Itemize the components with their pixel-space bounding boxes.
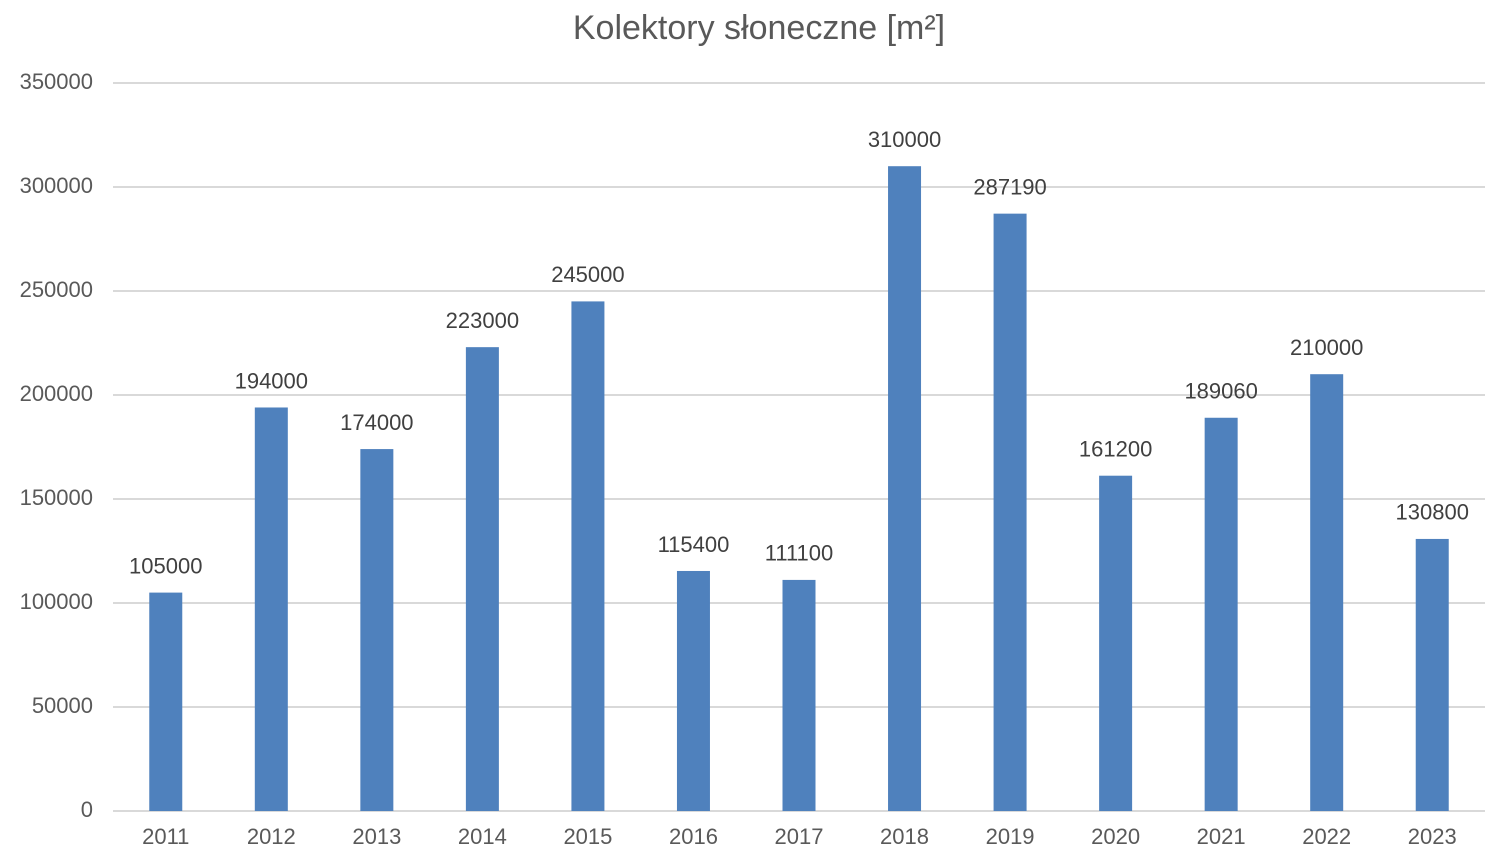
x-tick-label: 2011 [142,824,189,849]
data-label: 115400 [658,532,730,557]
data-label: 245000 [551,262,624,287]
x-tick-label: 2021 [1197,824,1246,849]
x-tick-label: 2015 [563,824,612,849]
bar [676,570,710,811]
y-tick-label: 350000 [20,69,93,94]
chart-title: Kolektory słoneczne [m²] [573,9,945,47]
y-tick-label: 250000 [20,277,93,302]
x-tick-label: 2012 [247,824,296,849]
bar [1204,417,1238,811]
x-tick-label: 2016 [669,824,718,849]
y-tick-label: 100000 [20,589,93,614]
data-label: 210000 [1290,335,1363,360]
x-tick-label: 2014 [458,824,507,849]
x-tick-label: 2022 [1302,824,1351,849]
bar [465,347,499,811]
data-label: 174000 [340,410,413,435]
data-label: 189060 [1184,379,1257,404]
data-label: 130800 [1396,500,1469,525]
data-label: 194000 [235,368,308,393]
y-tick-label: 0 [81,797,93,822]
data-label: 223000 [446,308,519,333]
x-tick-label: 2019 [986,824,1035,849]
bar [993,213,1027,812]
bar [782,579,816,811]
data-label: 161200 [1079,437,1152,462]
y-tick-label: 150000 [20,485,93,510]
x-tick-label: 2013 [352,824,401,849]
y-tick-label: 200000 [20,381,93,406]
x-tick-label: 2018 [880,824,929,849]
y-tick-label: 50000 [32,693,93,718]
data-label: 105000 [129,553,202,578]
bar [888,166,922,811]
x-tick-label: 2017 [775,824,824,849]
bar [254,407,288,811]
bar [1415,538,1449,811]
data-label: 287190 [973,174,1046,199]
bar [1099,475,1133,811]
data-label: 310000 [868,127,941,152]
bar [1310,374,1344,811]
x-tick-label: 2023 [1408,824,1457,849]
x-tick-label: 2020 [1091,824,1140,849]
bar [571,301,605,811]
data-label: 111100 [765,541,834,566]
bar [149,592,183,811]
y-tick-label: 300000 [20,173,93,198]
bar [360,449,394,811]
